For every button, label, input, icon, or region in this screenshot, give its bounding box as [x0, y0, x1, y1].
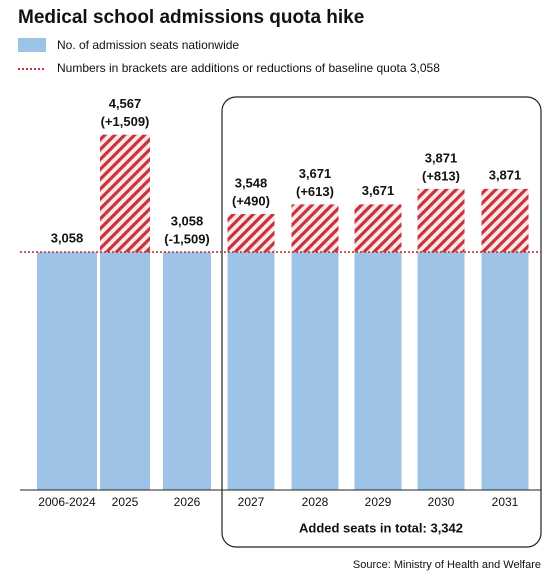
- bar: [163, 252, 211, 490]
- bar-base: [481, 252, 529, 490]
- change-label: (+813): [422, 168, 460, 183]
- bar-base: [354, 252, 402, 490]
- change-label: (+490): [232, 193, 270, 208]
- x-tick-label: 2026: [174, 495, 201, 509]
- value-label: 3,671: [362, 183, 395, 198]
- x-tick-label: 2006-2024: [38, 495, 96, 509]
- legend-label: No. of admission seats nationwide: [57, 38, 239, 52]
- value-label: 3,058: [171, 214, 204, 229]
- bar-base: [100, 252, 150, 490]
- legend-label: Numbers in brackets are additions or red…: [57, 61, 440, 75]
- bar-added: [291, 204, 339, 253]
- change-label: (-1,509): [164, 232, 210, 247]
- source: Source: Ministry of Health and Welfare: [353, 559, 541, 571]
- value-label: 3,548: [235, 175, 268, 190]
- bar-added: [100, 134, 150, 253]
- box-note: Added seats in total: 3,342: [299, 520, 463, 535]
- change-label: (+613): [296, 184, 334, 199]
- value-label: 3,871: [425, 150, 458, 165]
- bar: [37, 252, 97, 490]
- value-label: 3,671: [299, 166, 332, 181]
- x-tick-label: 2027: [238, 495, 265, 509]
- x-tick-label: 2029: [365, 495, 392, 509]
- value-label: 4,567: [109, 96, 142, 111]
- bar-base: [291, 252, 339, 490]
- bar-added: [354, 204, 402, 253]
- change-label: (+1,509): [101, 114, 150, 129]
- bar-base: [227, 252, 275, 490]
- highlight-box: [221, 96, 542, 548]
- chart-title: Medical school admissions quota hike: [18, 7, 364, 28]
- bar-added: [481, 188, 529, 253]
- x-tick-label: 2030: [428, 495, 455, 509]
- x-tick-label: 2025: [112, 495, 139, 509]
- value-label: 3,871: [489, 167, 522, 182]
- bar-added: [417, 188, 465, 253]
- bar-added: [227, 213, 275, 253]
- bar-base: [417, 252, 465, 490]
- x-tick-label: 2031: [492, 495, 519, 509]
- legend-swatch: [18, 38, 46, 52]
- value-label: 3,058: [51, 231, 84, 246]
- x-tick-label: 2028: [302, 495, 329, 509]
